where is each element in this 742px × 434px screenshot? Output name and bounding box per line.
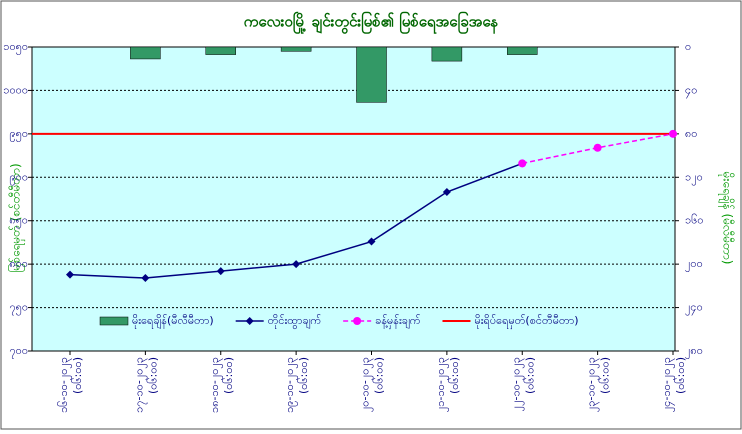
point: [518, 159, 527, 168]
x-tick-sublabel: (၀၆:၀၀): [146, 357, 159, 394]
bar: [280, 46, 312, 52]
point: [216, 267, 225, 276]
y-tick-label: ၈၅၀: [9, 214, 28, 229]
legend-marker: [245, 317, 254, 325]
y2-tick-label: ၀: [685, 40, 691, 53]
y2-axis-label: မိုးရေချိန် (မီလီမီတာ): [718, 172, 736, 265]
y-tick-label: ၁၀၅၀: [3, 40, 28, 55]
x-tick-label: ၂၀-၁၀-၂၀၂၃: [359, 357, 374, 412]
bar: [356, 46, 387, 103]
y-tick-label: ၉၀၀: [9, 170, 28, 185]
y-tick-label: ၇၅၀: [9, 301, 28, 316]
y-axis-label: မြစ်ရေမှတ် (စင်တီမီတာ): [7, 163, 26, 272]
point: [669, 129, 677, 138]
y2-tick-label: ၁၂၀: [685, 170, 703, 185]
legend-swatch: [99, 316, 129, 326]
point: [66, 270, 74, 279]
y2-tick-label: ၁၆၀: [685, 214, 704, 227]
x-tick-label: ၁၆-၁၀-၂၀၂၃: [57, 357, 72, 413]
point: [367, 237, 376, 246]
point: [141, 274, 150, 283]
point: [442, 188, 451, 197]
x-tick-sublabel: (၀၆:၀၀): [448, 357, 461, 394]
x-tick-label: ၂၃-၁၀-၂၀၂၃: [585, 357, 600, 412]
x-tick-sublabel: (၀၆:၀၀): [373, 357, 386, 394]
y-tick-label: ၈၀၀: [9, 257, 28, 270]
bar: [431, 46, 463, 62]
y-tick-label: ၉၅၀: [9, 127, 28, 142]
x-tick-label: ၁၈-၁၀-၂၀၂၃: [208, 357, 223, 413]
y2-tick-label: ၂၈၀: [685, 344, 703, 359]
x-tick-sublabel: (၀၆:၀၀): [71, 357, 84, 394]
bar: [205, 46, 236, 55]
x-tick-label: ၁၇-၁၀-၂၀၂၃: [132, 357, 147, 413]
y2-tick-label: ၂၀၀: [685, 257, 703, 272]
x-tick-sublabel: (၀၆:၀၀): [222, 357, 235, 394]
bar: [507, 46, 538, 55]
plot-area: [31, 46, 676, 352]
legend-marker: [353, 317, 362, 325]
x-tick-label: ၁၉-၁၀-၂၀၂၃: [283, 357, 298, 413]
y2-tick-label: ၈၀: [685, 127, 697, 140]
point: [593, 143, 602, 152]
bar: [130, 46, 161, 60]
y-tick-label: ၇၀၀: [9, 344, 28, 359]
y2-tick-label: ၂၄၀: [685, 301, 703, 316]
x-tick-sublabel: (၀၆:၀၀): [523, 357, 536, 394]
legend-label: ခန့်မှန်းချက်: [375, 314, 421, 329]
point: [292, 260, 301, 269]
y-tick-label: ၁၀၀၀: [3, 83, 28, 96]
x-tick-sublabel: (၀၆:၀၀): [297, 357, 310, 394]
x-tick-label: ၂၁-၁၀-၂၀၂၃: [434, 357, 449, 412]
x-tick-label: ၂၂-၁၀-၂၀၂၃: [509, 357, 524, 411]
x-tick-label: ၂၄-၁၀-၂၀၂၃: [660, 357, 675, 412]
x-tick-sublabel: (၀၆:၀၀): [599, 357, 612, 394]
legend-label: မိုးရိပ်ရေမှတ်(စင်တီမီတာ): [474, 314, 578, 329]
y2-tick-label: ၄၀: [685, 83, 697, 98]
legend-label: တိုင်းထွာချက်: [268, 314, 322, 329]
x-tick-sublabel: (၀၆:၀၀): [674, 357, 687, 394]
legend-label: မိုးရေချိန်(မီလီမီတာ): [132, 314, 214, 329]
